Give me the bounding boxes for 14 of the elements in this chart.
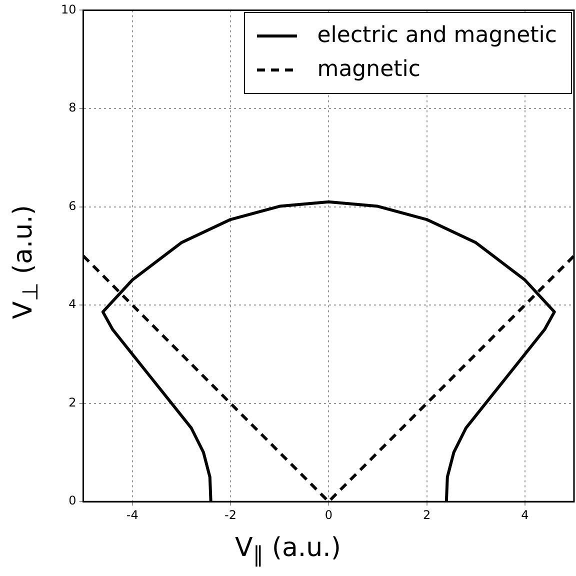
legend-label: magnetic: [317, 56, 420, 84]
y-tick-label: 4: [68, 297, 76, 312]
y-tick-label: 10: [60, 2, 76, 16]
y-tick-label: 2: [68, 395, 76, 410]
y-tick-label: 8: [68, 100, 76, 115]
x-tick-label: 2: [422, 508, 431, 522]
y-tick-label: 0: [68, 494, 76, 508]
x-tick-label: 4: [521, 508, 529, 522]
y-tick-label: 6: [68, 198, 76, 213]
x-axis-title: V$_{∥}$ (a.u.): [234, 532, 342, 568]
x-tick-label: -4: [126, 508, 138, 522]
x-tick-label: -2: [224, 508, 236, 522]
x-tick-label: 0: [324, 508, 332, 522]
legend-label: electric and magnetic: [317, 22, 557, 50]
